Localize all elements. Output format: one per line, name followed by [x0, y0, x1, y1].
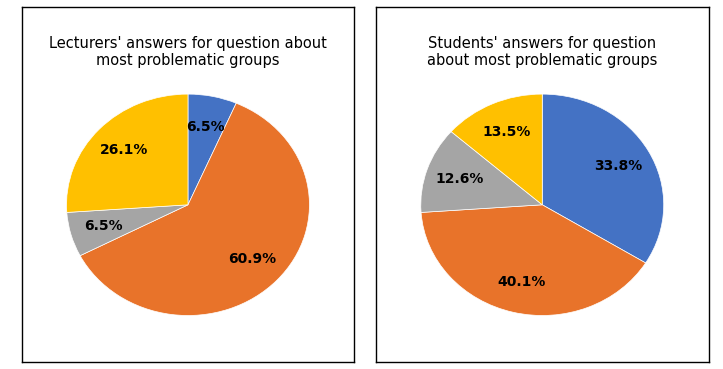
- Wedge shape: [67, 94, 188, 213]
- Wedge shape: [67, 205, 188, 256]
- Text: Lecturers' answers for question about
most problematic groups: Lecturers' answers for question about mo…: [49, 36, 327, 68]
- Wedge shape: [188, 94, 236, 205]
- Text: 33.8%: 33.8%: [594, 159, 643, 173]
- Wedge shape: [421, 132, 542, 213]
- Text: Students' answers for question
about most problematic groups: Students' answers for question about mos…: [427, 36, 657, 68]
- Text: 6.5%: 6.5%: [85, 219, 123, 233]
- Text: 6.5%: 6.5%: [187, 120, 225, 134]
- Text: 40.1%: 40.1%: [497, 275, 545, 289]
- Text: 26.1%: 26.1%: [100, 144, 148, 158]
- Text: 60.9%: 60.9%: [228, 252, 276, 266]
- Wedge shape: [421, 205, 646, 315]
- Wedge shape: [80, 103, 309, 315]
- Wedge shape: [451, 94, 542, 205]
- Wedge shape: [542, 94, 664, 263]
- Text: 13.5%: 13.5%: [482, 125, 531, 139]
- Text: 12.6%: 12.6%: [435, 172, 484, 186]
